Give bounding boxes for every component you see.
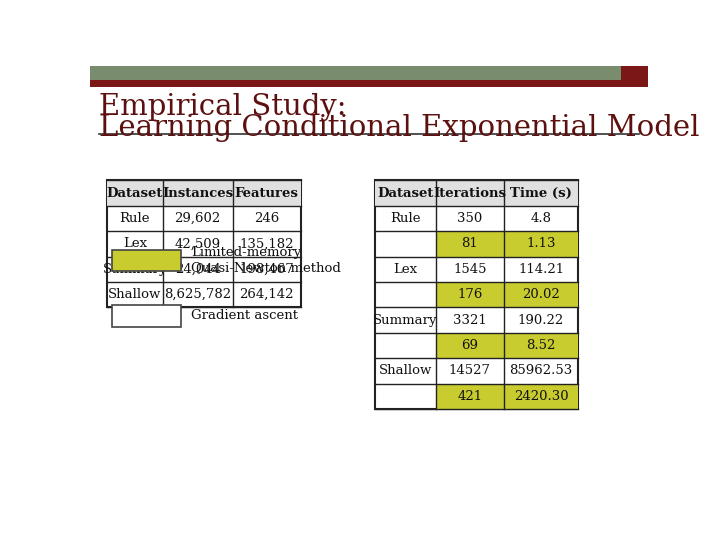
Text: Iterations: Iterations xyxy=(433,186,506,199)
Bar xyxy=(90,80,648,87)
Text: Empirical Study:: Empirical Study: xyxy=(99,92,347,120)
Text: 8,625,782: 8,625,782 xyxy=(164,288,231,301)
Bar xyxy=(436,282,578,307)
Text: Learning Conditional Exponential Model: Learning Conditional Exponential Model xyxy=(99,114,700,142)
Text: Summary: Summary xyxy=(103,263,167,276)
Bar xyxy=(90,66,621,80)
Text: 135,182: 135,182 xyxy=(240,237,294,251)
Text: 4.8: 4.8 xyxy=(531,212,552,225)
Text: 176: 176 xyxy=(457,288,482,301)
Text: 264,142: 264,142 xyxy=(240,288,294,301)
Bar xyxy=(436,231,578,256)
Text: 8.52: 8.52 xyxy=(526,339,556,352)
Text: 42,509: 42,509 xyxy=(175,237,221,251)
Text: 29,602: 29,602 xyxy=(175,212,221,225)
Text: 69: 69 xyxy=(462,339,478,352)
Text: Lex: Lex xyxy=(393,263,418,276)
Text: Instances: Instances xyxy=(162,186,233,199)
Text: Rule: Rule xyxy=(120,212,150,225)
Text: Time (s): Time (s) xyxy=(510,186,572,199)
Text: 24,044: 24,044 xyxy=(175,263,221,276)
Text: 350: 350 xyxy=(457,212,482,225)
Text: Limited-memory
Quasi-Newton method: Limited-memory Quasi-Newton method xyxy=(191,246,341,274)
Bar xyxy=(107,180,301,206)
Text: 198,467: 198,467 xyxy=(239,263,294,276)
Bar xyxy=(436,333,578,358)
Text: Rule: Rule xyxy=(390,212,420,225)
Bar xyxy=(375,180,578,206)
Text: Shallow: Shallow xyxy=(379,364,432,377)
Text: 14527: 14527 xyxy=(449,364,491,377)
Text: Features: Features xyxy=(235,186,299,199)
Text: 190.22: 190.22 xyxy=(518,314,564,327)
Text: Lex: Lex xyxy=(123,237,147,251)
Text: 246: 246 xyxy=(254,212,279,225)
Bar xyxy=(621,66,648,80)
Text: 20.02: 20.02 xyxy=(522,288,560,301)
Bar xyxy=(112,249,181,271)
Text: 2420.30: 2420.30 xyxy=(514,390,568,403)
Bar xyxy=(107,180,301,307)
Text: Summary: Summary xyxy=(373,314,438,327)
Text: Dataset: Dataset xyxy=(107,186,163,199)
Text: 1.13: 1.13 xyxy=(526,237,556,251)
Bar xyxy=(112,305,181,327)
Text: Shallow: Shallow xyxy=(108,288,161,301)
Bar xyxy=(436,383,578,409)
Text: 114.21: 114.21 xyxy=(518,263,564,276)
Text: 85962.53: 85962.53 xyxy=(510,364,572,377)
Text: 81: 81 xyxy=(462,237,478,251)
Text: Gradient ascent: Gradient ascent xyxy=(191,309,298,322)
Bar xyxy=(375,180,578,409)
Text: 421: 421 xyxy=(457,390,482,403)
Text: Dataset: Dataset xyxy=(377,186,433,199)
Text: 1545: 1545 xyxy=(453,263,487,276)
Text: 3321: 3321 xyxy=(453,314,487,327)
